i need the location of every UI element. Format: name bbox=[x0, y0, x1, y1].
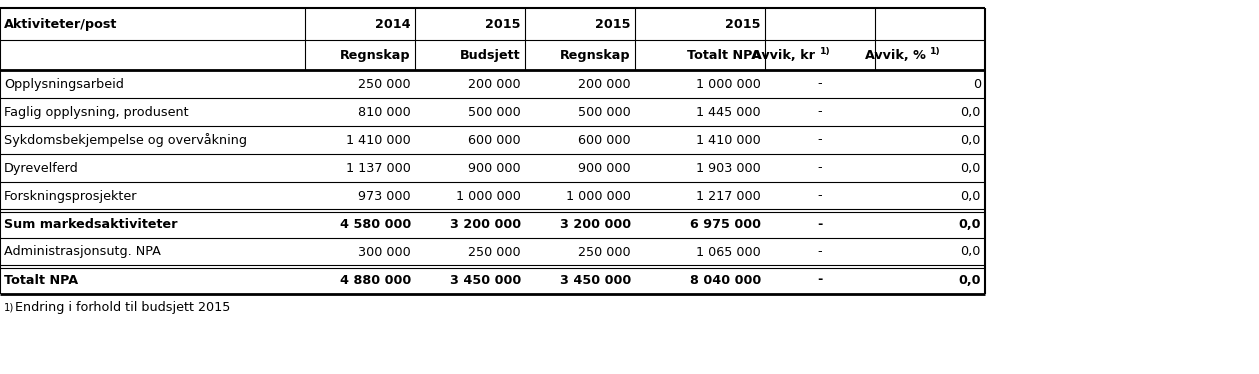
Text: 3 450 000: 3 450 000 bbox=[449, 273, 521, 286]
Text: 8 040 000: 8 040 000 bbox=[690, 273, 760, 286]
Text: 500 000: 500 000 bbox=[468, 105, 521, 119]
Text: Forskningsprosjekter: Forskningsprosjekter bbox=[4, 190, 137, 202]
Text: -: - bbox=[817, 218, 822, 230]
Text: 0,0: 0,0 bbox=[961, 134, 981, 147]
Text: 4 880 000: 4 880 000 bbox=[340, 273, 410, 286]
Text: -: - bbox=[817, 77, 822, 91]
Text: Endring i forhold til budsjett 2015: Endring i forhold til budsjett 2015 bbox=[15, 301, 230, 315]
Text: 0,0: 0,0 bbox=[958, 273, 981, 286]
Text: 2015: 2015 bbox=[486, 18, 521, 31]
Text: 0,0: 0,0 bbox=[961, 190, 981, 202]
Text: 1): 1) bbox=[820, 46, 831, 55]
Text: 250 000: 250 000 bbox=[359, 77, 410, 91]
Text: 6 975 000: 6 975 000 bbox=[690, 218, 760, 230]
Text: 900 000: 900 000 bbox=[578, 162, 631, 175]
Text: 1): 1) bbox=[930, 46, 940, 55]
Text: Avvik, kr: Avvik, kr bbox=[753, 49, 820, 61]
Text: 1 000 000: 1 000 000 bbox=[456, 190, 521, 202]
Text: 0,0: 0,0 bbox=[961, 105, 981, 119]
Text: Aktiviteter/post: Aktiviteter/post bbox=[4, 18, 117, 31]
Text: 200 000: 200 000 bbox=[468, 77, 521, 91]
Text: 3 450 000: 3 450 000 bbox=[560, 273, 631, 286]
Text: 250 000: 250 000 bbox=[468, 245, 521, 258]
Text: -: - bbox=[817, 190, 822, 202]
Text: Administrasjonsutg. NPA: Administrasjonsutg. NPA bbox=[4, 245, 161, 258]
Text: 3 200 000: 3 200 000 bbox=[560, 218, 631, 230]
Text: 200 000: 200 000 bbox=[578, 77, 631, 91]
Text: 0,0: 0,0 bbox=[961, 245, 981, 258]
Text: 0,0: 0,0 bbox=[958, 218, 981, 230]
Text: Sum markedsaktiviteter: Sum markedsaktiviteter bbox=[4, 218, 178, 230]
Text: 1 445 000: 1 445 000 bbox=[696, 105, 760, 119]
Text: 1 000 000: 1 000 000 bbox=[696, 77, 760, 91]
Text: 1 410 000: 1 410 000 bbox=[346, 134, 410, 147]
Text: Budsjett: Budsjett bbox=[461, 49, 521, 61]
Text: Regnskap: Regnskap bbox=[340, 49, 410, 61]
Text: 2014: 2014 bbox=[375, 18, 410, 31]
Text: -: - bbox=[817, 105, 822, 119]
Text: 300 000: 300 000 bbox=[359, 245, 410, 258]
Text: 1 065 000: 1 065 000 bbox=[696, 245, 760, 258]
Text: Faglig opplysning, produsent: Faglig opplysning, produsent bbox=[4, 105, 189, 119]
Text: -: - bbox=[817, 162, 822, 175]
Text: 4 580 000: 4 580 000 bbox=[340, 218, 410, 230]
Text: -: - bbox=[817, 134, 822, 147]
Text: Sykdomsbekjempelse og overvåkning: Sykdomsbekjempelse og overvåkning bbox=[4, 133, 247, 147]
Text: Opplysningsarbeid: Opplysningsarbeid bbox=[4, 77, 123, 91]
Text: 600 000: 600 000 bbox=[468, 134, 521, 147]
Text: 250 000: 250 000 bbox=[578, 245, 631, 258]
Text: 900 000: 900 000 bbox=[468, 162, 521, 175]
Text: 810 000: 810 000 bbox=[359, 105, 410, 119]
Text: 0: 0 bbox=[973, 77, 981, 91]
Text: 973 000: 973 000 bbox=[359, 190, 410, 202]
Text: 1 903 000: 1 903 000 bbox=[696, 162, 760, 175]
Text: 1 410 000: 1 410 000 bbox=[696, 134, 760, 147]
Text: 2015: 2015 bbox=[596, 18, 631, 31]
Text: Avvik, %: Avvik, % bbox=[865, 49, 930, 61]
Text: 1): 1) bbox=[4, 303, 14, 313]
Text: 1 137 000: 1 137 000 bbox=[346, 162, 410, 175]
Text: 2015: 2015 bbox=[725, 18, 760, 31]
Text: 3 200 000: 3 200 000 bbox=[449, 218, 521, 230]
Text: Totalt NPA: Totalt NPA bbox=[4, 273, 78, 286]
Text: -: - bbox=[817, 273, 822, 286]
Text: Totalt NPA: Totalt NPA bbox=[687, 49, 760, 61]
Text: 0,0: 0,0 bbox=[961, 162, 981, 175]
Text: 600 000: 600 000 bbox=[578, 134, 631, 147]
Text: -: - bbox=[817, 245, 822, 258]
Text: 1 000 000: 1 000 000 bbox=[567, 190, 631, 202]
Text: Dyrevelferd: Dyrevelferd bbox=[4, 162, 79, 175]
Text: 1 217 000: 1 217 000 bbox=[696, 190, 760, 202]
Text: 500 000: 500 000 bbox=[578, 105, 631, 119]
Text: Regnskap: Regnskap bbox=[560, 49, 631, 61]
